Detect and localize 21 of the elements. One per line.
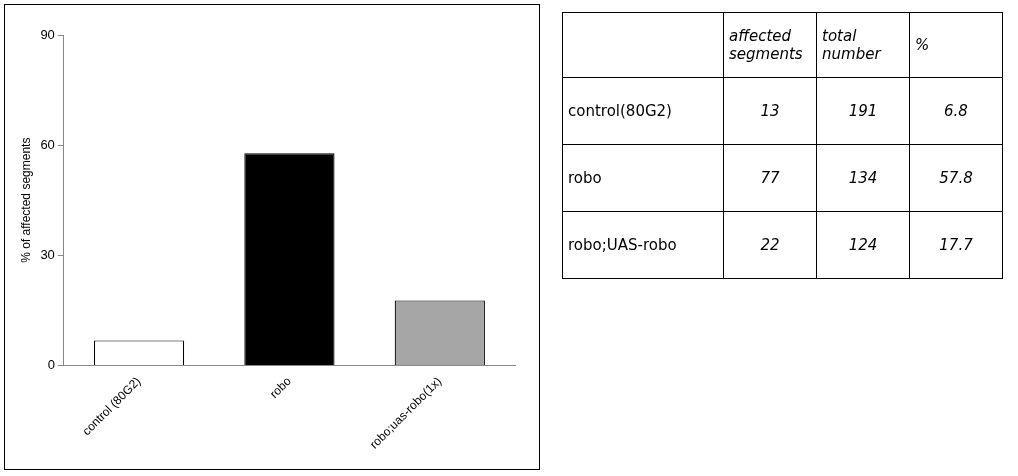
data-label: 6.8 bbox=[909, 77, 1003, 145]
category-label: robo bbox=[562, 144, 724, 212]
x-tick-label: robo bbox=[267, 373, 295, 401]
category-label: robo;UAS-robo bbox=[562, 211, 724, 279]
y-tick-label: 30 bbox=[40, 246, 55, 262]
data-label: 134 bbox=[816, 144, 910, 212]
data-label: 22 bbox=[723, 211, 817, 279]
category-label: control(80G2) bbox=[562, 77, 724, 145]
text: total number bbox=[816, 12, 910, 78]
data-label: 17.7 bbox=[909, 211, 1003, 279]
y-axis-title: % of affected segments bbox=[18, 137, 33, 263]
y-tick-label: 60 bbox=[40, 136, 55, 152]
text: affected segments bbox=[723, 12, 817, 78]
text: % bbox=[909, 12, 1003, 78]
data-label: 124 bbox=[816, 211, 910, 279]
data-label: 13 bbox=[723, 77, 817, 145]
y-tick-label: 0 bbox=[47, 356, 55, 372]
data-label: 191 bbox=[816, 77, 910, 145]
data-label: 57.8 bbox=[909, 144, 1003, 212]
y-tick-label: 90 bbox=[40, 26, 55, 42]
data-label: 77 bbox=[723, 144, 817, 212]
